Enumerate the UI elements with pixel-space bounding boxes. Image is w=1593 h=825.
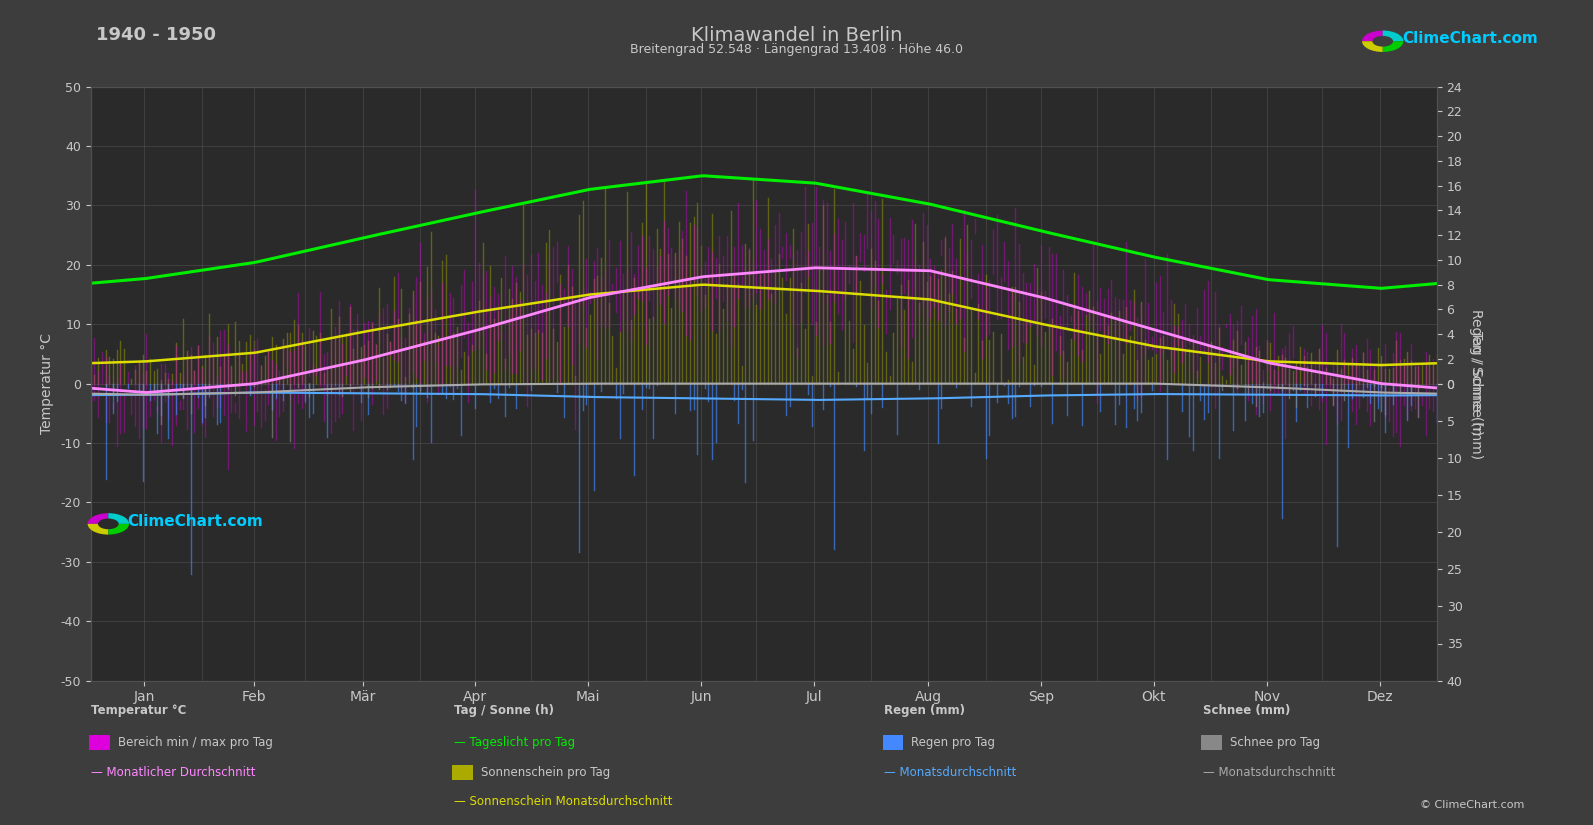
Text: Schnee pro Tag: Schnee pro Tag — [1230, 736, 1321, 749]
Text: Regen (mm): Regen (mm) — [884, 704, 965, 717]
Text: — Monatsdurchschnitt: — Monatsdurchschnitt — [1203, 766, 1335, 779]
Y-axis label: Temperatur °C: Temperatur °C — [40, 333, 54, 434]
Text: — Monatsdurchschnitt: — Monatsdurchschnitt — [884, 766, 1016, 779]
Text: © ClimeChart.com: © ClimeChart.com — [1419, 800, 1525, 810]
Text: Breitengrad 52.548 · Längengrad 13.408 · Höhe 46.0: Breitengrad 52.548 · Längengrad 13.408 ·… — [629, 43, 964, 56]
Text: Klimawandel in Berlin: Klimawandel in Berlin — [691, 26, 902, 45]
Text: Tag / Sonne (h): Tag / Sonne (h) — [454, 704, 554, 717]
Text: 1940 - 1950: 1940 - 1950 — [96, 26, 215, 45]
Text: Bereich min / max pro Tag: Bereich min / max pro Tag — [118, 736, 272, 749]
Text: Sonnenschein pro Tag: Sonnenschein pro Tag — [481, 766, 610, 779]
Text: ClimeChart.com: ClimeChart.com — [1402, 31, 1537, 46]
Text: Temperatur °C: Temperatur °C — [91, 704, 186, 717]
Text: — Tageslicht pro Tag: — Tageslicht pro Tag — [454, 736, 575, 749]
Text: — Sonnenschein Monatsdurchschnitt: — Sonnenschein Monatsdurchschnitt — [454, 795, 672, 808]
Text: ClimeChart.com: ClimeChart.com — [127, 514, 263, 529]
Text: Regen pro Tag: Regen pro Tag — [911, 736, 996, 749]
Y-axis label: Regen / Schnee (mm): Regen / Schnee (mm) — [1469, 309, 1483, 459]
Text: — Monatlicher Durchschnitt: — Monatlicher Durchschnitt — [91, 766, 255, 779]
Text: Schnee (mm): Schnee (mm) — [1203, 704, 1290, 717]
Y-axis label: Tag / Sonne (h): Tag / Sonne (h) — [1469, 332, 1483, 436]
